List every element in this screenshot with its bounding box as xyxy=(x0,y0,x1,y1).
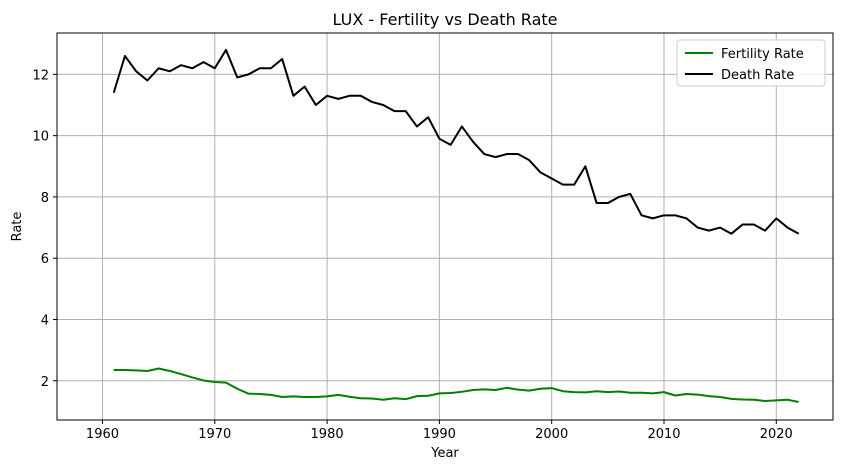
axis-ticks: 1960 1970 1980 1990 2000 2010 2020 2 4 6 8 10 12 xyxy=(32,68,792,442)
series-line-1 xyxy=(112,48,800,235)
x-tick-label: 2010 xyxy=(647,427,680,442)
series-lines xyxy=(112,48,800,403)
grid xyxy=(57,33,833,420)
y-tick-label: 12 xyxy=(32,68,49,83)
legend-label-1: Death Rate xyxy=(721,68,794,83)
x-axis-label: Year xyxy=(430,446,459,461)
x-tick-label: 2000 xyxy=(535,427,568,442)
plot-frame xyxy=(56,32,834,421)
x-tick-label: 1970 xyxy=(198,427,231,442)
y-tick-label: 8 xyxy=(41,191,49,206)
y-tick-label: 2 xyxy=(41,375,49,390)
legend-label-0: Fertility Rate xyxy=(721,47,804,62)
y-axis-label: Rate xyxy=(10,212,25,242)
x-tick-label: 1980 xyxy=(311,427,344,442)
y-tick-label: 6 xyxy=(41,252,49,267)
x-tick-label: 1990 xyxy=(423,427,456,442)
chart-title: LUX - Fertility vs Death Rate xyxy=(333,10,558,29)
y-tick-label: 4 xyxy=(41,313,49,328)
x-tick-label: 2020 xyxy=(760,427,793,442)
series-line-0 xyxy=(113,367,799,403)
y-tick-label: 10 xyxy=(32,130,49,145)
x-tick-label: 1960 xyxy=(86,427,119,442)
legend-box xyxy=(676,39,826,87)
legend: Fertility Rate Death Rate xyxy=(676,39,826,87)
